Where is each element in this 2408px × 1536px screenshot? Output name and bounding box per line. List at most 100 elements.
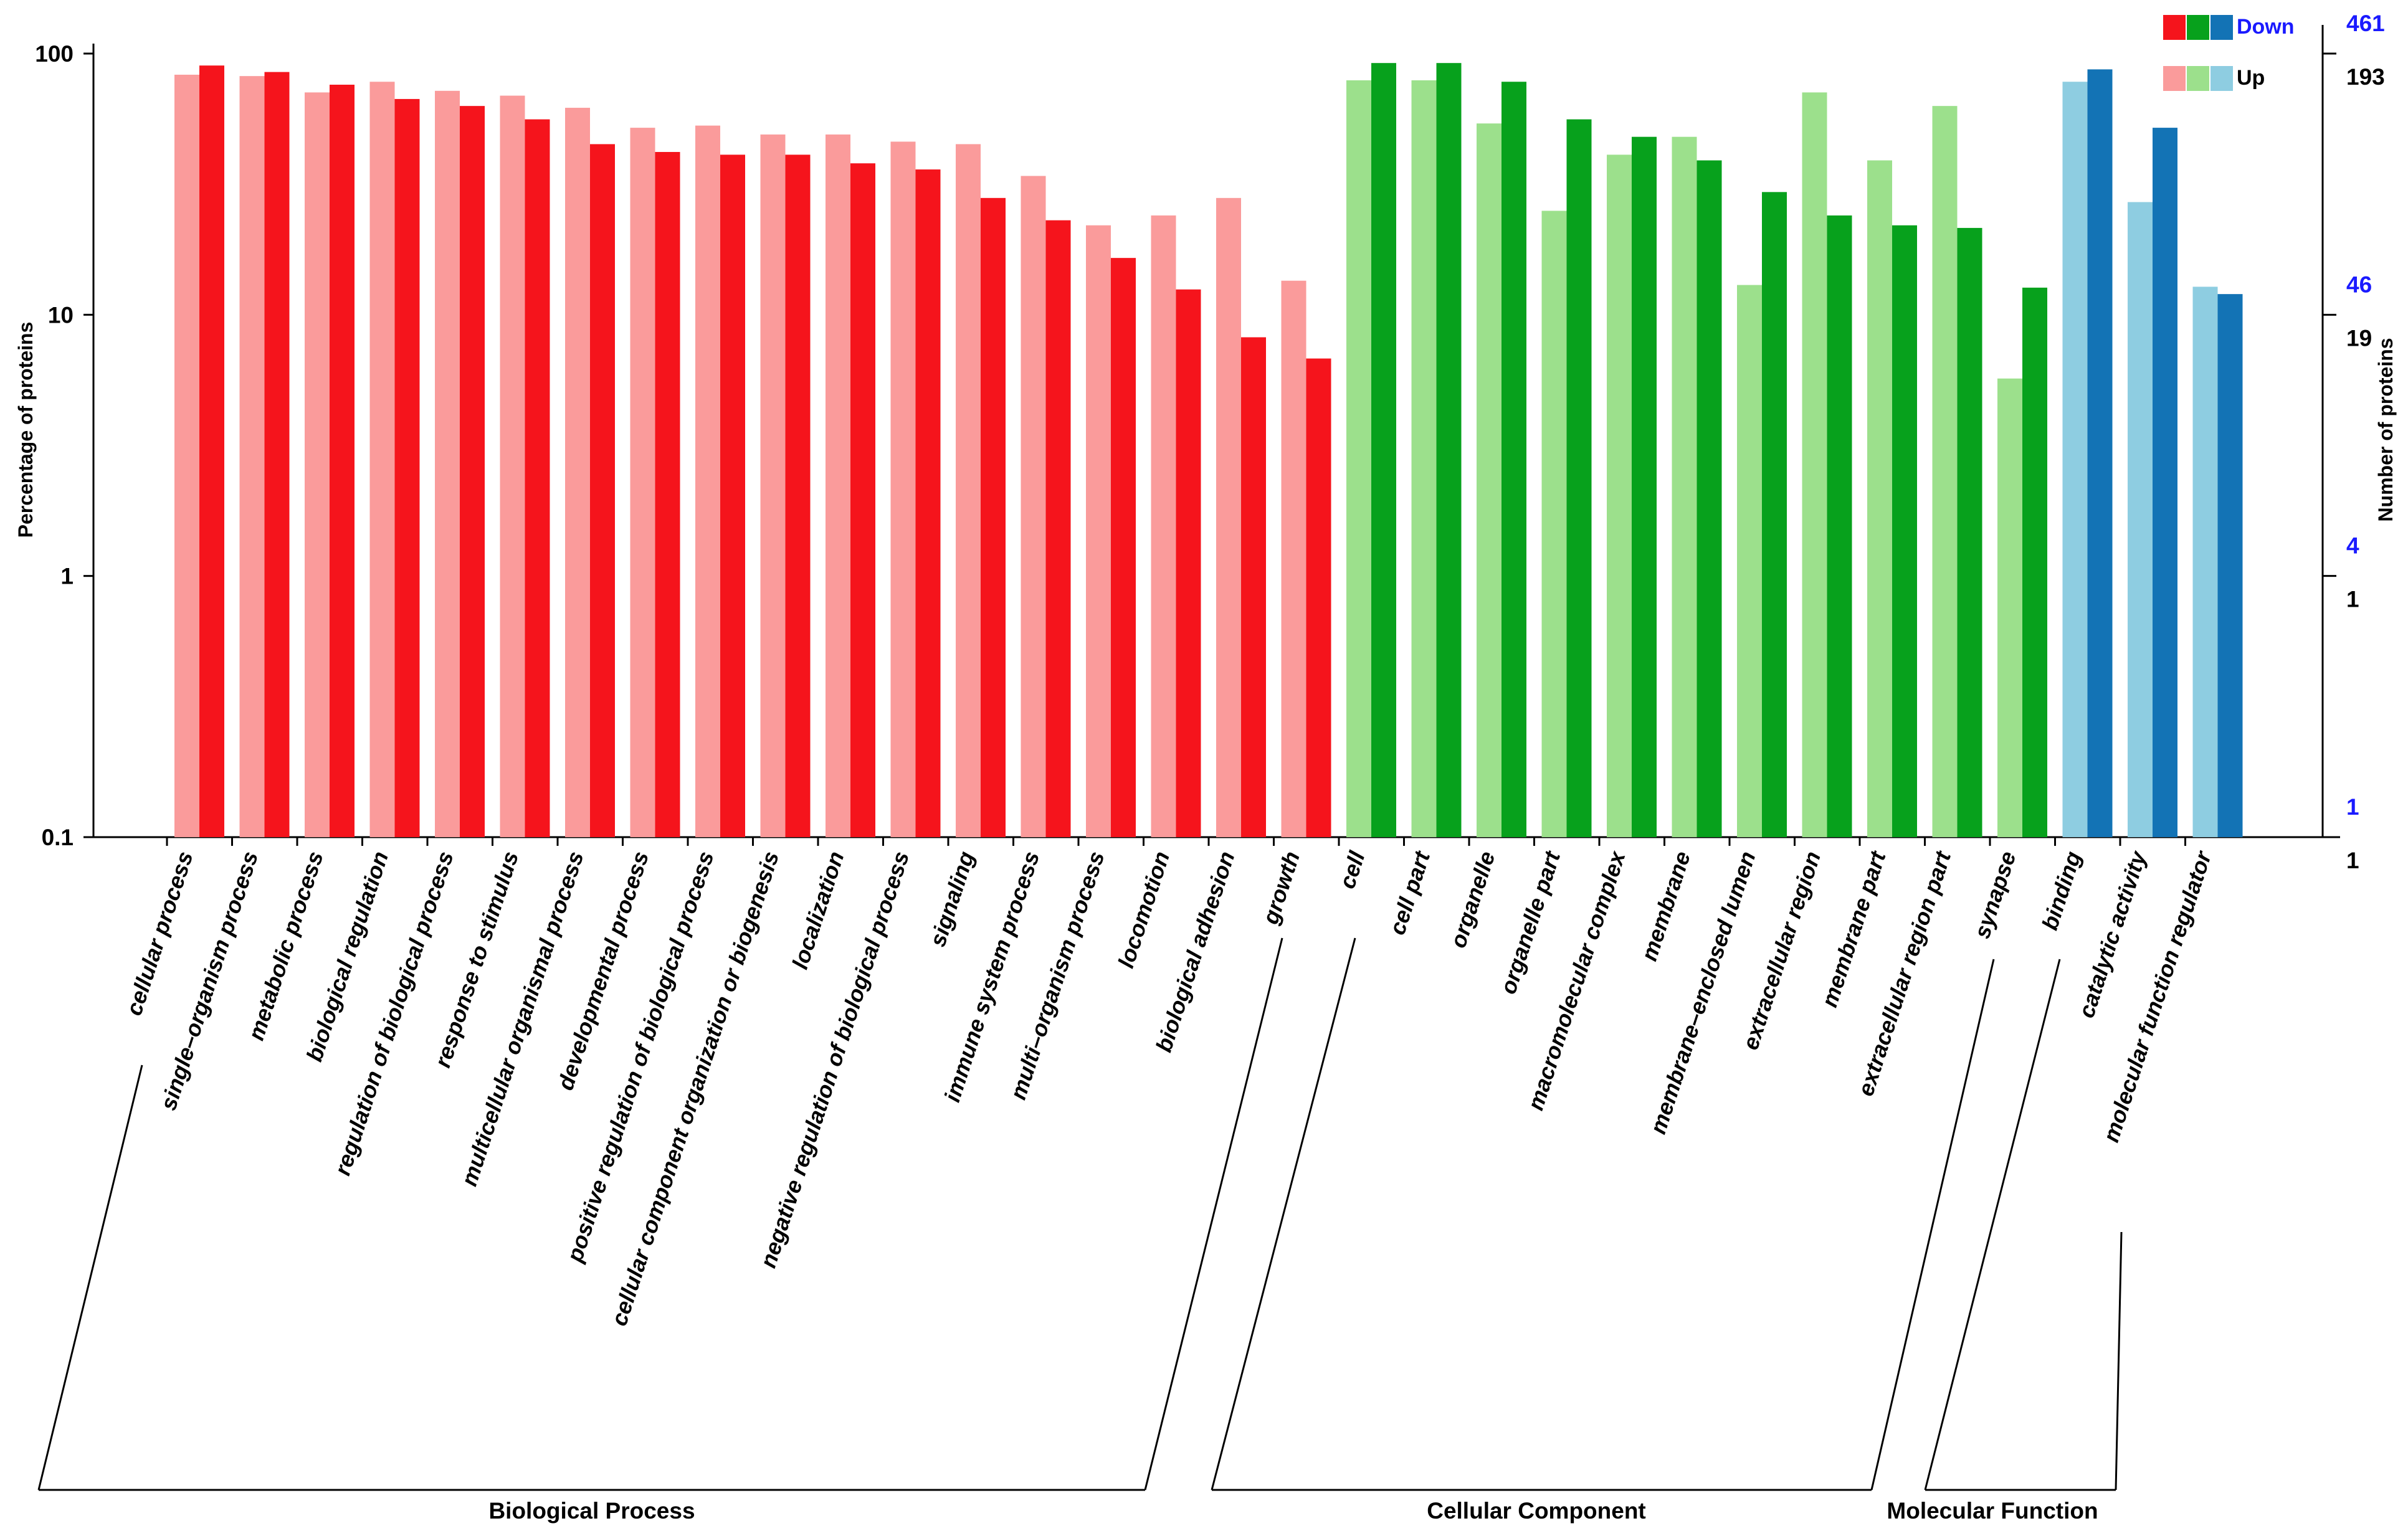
category-label: membrane — [1636, 848, 1695, 964]
bar-down — [1241, 337, 1266, 837]
group-bracket-left — [1924, 959, 2061, 1491]
bar-down — [330, 84, 355, 837]
group-label: Molecular Function — [1887, 1498, 2098, 1524]
bar-down — [1632, 136, 1657, 838]
y-tick-label: 10 — [48, 302, 74, 328]
bar-up — [305, 92, 330, 838]
right-tick-label-down: 461 — [2346, 11, 2385, 36]
bar-down — [1176, 289, 1201, 837]
bar-up — [1607, 154, 1632, 837]
group-brackets: Biological Process Cellular Component Mole… — [37, 937, 2123, 1524]
category-label: catalytic activity — [2073, 847, 2152, 1021]
category-label: synapse — [1969, 848, 2021, 942]
legend-label-down: Down — [2237, 15, 2295, 39]
bar-up — [565, 108, 590, 837]
bar-up — [826, 134, 850, 837]
y-tick-label: 1 — [60, 564, 74, 589]
bar-up — [956, 144, 981, 837]
bar-down — [199, 65, 224, 838]
category-label: cell — [1334, 848, 1370, 892]
bar-down — [1892, 225, 1917, 837]
bar-down — [1762, 192, 1787, 837]
right-tick-label-down: 4 — [2346, 533, 2359, 559]
legend-swatch-down-red — [2163, 15, 2186, 40]
group-label: Cellular Component — [1427, 1498, 1646, 1524]
category-label: signaling — [925, 848, 979, 950]
bar-up — [1541, 211, 1567, 837]
bar-up — [890, 141, 916, 838]
bar-up — [1932, 106, 1958, 838]
bar-up — [2128, 202, 2153, 837]
bar-up — [695, 125, 720, 837]
bar-up — [500, 95, 525, 838]
bar-down — [1697, 160, 1722, 838]
bar-down — [2022, 287, 2047, 838]
bar-up — [2062, 82, 2088, 838]
bar-down — [2087, 69, 2113, 838]
right-tick-label-up: 193 — [2346, 64, 2385, 90]
right-tick-label-up: 1 — [2346, 587, 2359, 612]
category-label: binding — [2037, 848, 2086, 933]
bar-down — [1566, 119, 1592, 838]
bar-up — [1216, 197, 1241, 837]
bar-down — [1045, 220, 1071, 837]
right-tick-label-up: 19 — [2346, 325, 2372, 351]
category-label: cellular process — [121, 848, 198, 1018]
bar-down — [850, 163, 875, 838]
bar-up — [1672, 136, 1697, 838]
legend-swatch-down-green — [2187, 15, 2209, 40]
bar-down — [785, 154, 811, 837]
group-bracket-left — [1211, 937, 1356, 1491]
bar-down — [590, 144, 615, 837]
bar-down — [1957, 227, 1982, 838]
category-label: cell part — [1384, 847, 1435, 938]
bar-down — [655, 151, 680, 837]
bar-up — [1867, 160, 1892, 838]
bar-down — [460, 106, 485, 838]
category-label: locomotion — [1113, 848, 1174, 971]
category-label: regulation of biological process — [329, 848, 458, 1178]
plot-area: 100 10 1 0.1 461 46 4 1 193 19 1 1 — [35, 11, 2384, 873]
bar-down — [1371, 63, 1396, 838]
bar-down — [1501, 82, 1526, 838]
category-label: localization — [787, 848, 849, 972]
legend-swatch-up-green — [2187, 66, 2209, 91]
bar-down — [915, 169, 941, 838]
right-tick-label-down: 46 — [2346, 272, 2372, 297]
group-bracket-right — [2115, 1231, 2123, 1491]
bar-down — [394, 98, 420, 838]
bar-down — [1306, 358, 1331, 837]
bar-down — [525, 119, 550, 838]
bar-down — [981, 197, 1006, 837]
category-label: membrane part — [1816, 847, 1891, 1010]
bar-down — [1827, 215, 1852, 837]
legend-swatch-down-blue — [2211, 15, 2233, 40]
bar-up — [1151, 215, 1176, 837]
bar-down — [2217, 294, 2243, 837]
legend: Down Up — [2163, 15, 2295, 91]
bar-up — [174, 74, 199, 838]
category-label: organelle part — [1495, 847, 1566, 997]
bar-up — [1021, 176, 1046, 837]
group-bracket-left — [37, 1064, 143, 1491]
bar-up — [1281, 280, 1306, 837]
category-label: organelle — [1445, 848, 1500, 951]
legend-label-up: Up — [2237, 66, 2265, 90]
bar-up — [1802, 92, 1827, 838]
legend-swatch-up-blue — [2211, 66, 2233, 91]
bar-up — [2192, 287, 2218, 838]
bar-down — [1436, 63, 1462, 838]
y-tick-label: 0.1 — [42, 825, 74, 850]
bar-up — [1086, 225, 1111, 837]
bar-down — [1111, 258, 1136, 837]
bar-up — [435, 90, 460, 838]
legend-swatch-up-red — [2163, 66, 2186, 91]
bar-up — [1477, 123, 1501, 838]
right-tick-label-down: 1 — [2346, 794, 2359, 820]
category-label: multicellular organismal process — [456, 848, 589, 1189]
bar-up — [630, 128, 655, 838]
left-axis-title: Percentage of proteins — [14, 322, 37, 538]
bar-down — [2153, 128, 2177, 838]
